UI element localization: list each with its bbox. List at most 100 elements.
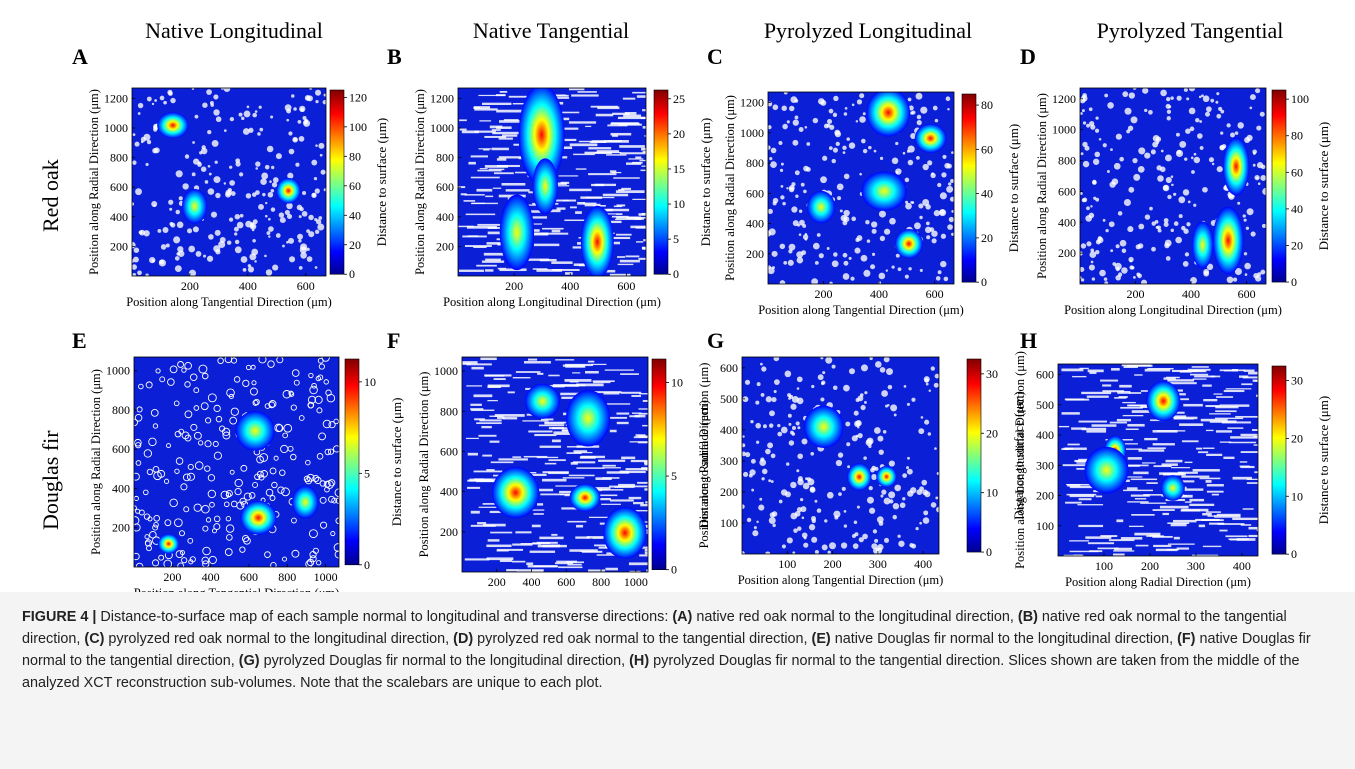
colorbar-tick-label: 120 [349,90,367,104]
colorbar-tick-label: 100 [1291,92,1309,106]
x-tick-label: 200 [505,279,523,293]
y-tick-label: 800 [436,151,454,165]
x-axis-label: Position along Tangential Direction (μm) [758,303,964,317]
caption-item-tag: (C) [84,631,105,647]
colorbar-label: Distance to surface (μm) [1006,124,1021,253]
caption-item-tag: (D) [453,631,474,647]
distance-map-image [462,357,648,572]
x-tick-label: 600 [557,575,575,589]
colorbar-tick-label: 5 [364,466,370,480]
caption-item-tag: (F) [1177,631,1196,647]
panel-letter: C [707,44,723,69]
colorbar [966,358,982,553]
colorbar-tick-label: 0 [1291,275,1297,289]
x-tick-label: 200 [163,570,181,584]
x-tick-label: 200 [488,575,506,589]
panel-letter: H [1020,328,1037,353]
y-tick-label: 600 [112,442,130,456]
x-tick-label: 400 [914,557,932,571]
panel-letter: B [387,44,402,69]
colorbar-tick-label: 40 [349,208,361,222]
colorbar-tick-label: 0 [364,558,370,572]
caption-item-text: pyrolyzed Douglas fir normal to the tang… [653,653,1005,669]
caption-item-text: pyrolyzed Douglas fir normal to the long… [263,653,626,669]
caption-item-tag: (B) [1017,609,1038,625]
colorbar-tick-label: 20 [1291,238,1303,252]
x-axis-label: Position along Tangential Direction (μm) [738,573,944,587]
caption-intro: Distance-to-surface map of each sample n… [100,609,669,625]
caption-item-text: native Douglas fir normal to the longitu… [834,631,1174,647]
y-tick-label: 200 [1058,246,1076,260]
y-tick-label: 1200 [104,91,128,105]
colorbar-tick-label: 10 [364,375,376,389]
x-tick-label: 200 [815,287,833,301]
caption-figure-label: FIGURE 4 | [22,609,97,625]
caption-item-tag: (G) [238,653,260,669]
caption-item-text: pyrolyzed red oak normal to the longitud… [108,631,450,647]
distance-map-image [134,357,339,567]
y-tick-label: 200 [112,521,130,535]
y-tick-label: 600 [746,186,764,200]
distance-map-image [742,357,939,554]
y-tick-label: 1200 [1052,92,1076,106]
distance-map-image [1058,364,1258,556]
colorbar-label: Distance to surface (μm) [1316,396,1331,525]
colorbar-tick-label: 60 [349,179,361,193]
y-axis-label: Position along Radial Direction (μm) [413,89,427,275]
x-tick-label: 300 [1187,559,1205,573]
y-axis-label: Position along Radial Direction (μm) [89,369,103,555]
y-tick-label: 400 [112,481,130,495]
colorbar-tick-label: 25 [673,92,685,106]
x-tick-label: 200 [1141,559,1159,573]
colorbar-tick-label: 100 [349,120,367,134]
x-tick-label: 600 [926,287,944,301]
y-tick-label: 800 [440,404,458,418]
y-tick-label: 200 [440,525,458,539]
x-tick-label: 400 [1182,287,1200,301]
y-tick-label: 800 [112,403,130,417]
colorbar-tick-label: 10 [986,486,998,500]
caption-item-tag: (H) [629,653,650,669]
y-tick-label: 300 [1036,458,1054,472]
y-tick-label: 600 [436,180,454,194]
colorbar [1271,365,1287,555]
y-axis-label: Position along Radial Direction (μm) [723,95,737,281]
distance-map-image [768,92,954,284]
x-tick-label: 600 [617,279,635,293]
colorbar-tick-label: 20 [981,231,993,245]
colorbar-tick-label: 10 [671,375,683,389]
column-heading-pyrolyzed-longitudinal: Pyrolyzed Longitudinal [763,18,973,43]
y-tick-label: 400 [1036,428,1054,442]
x-tick-label: 600 [297,279,315,293]
x-tick-label: 100 [778,557,796,571]
x-axis-label: Position along Radial Direction (μm) [1065,575,1251,589]
colorbar-label: Distance to surface (μm) [1316,122,1331,251]
colorbar-tick-label: 20 [349,238,361,252]
x-tick-label: 200 [181,279,199,293]
colorbar-tick-label: 40 [1291,202,1303,216]
colorbar-tick-label: 0 [981,275,987,289]
y-tick-label: 600 [440,444,458,458]
colorbar-tick-label: 30 [1291,373,1303,387]
colorbar [329,89,345,275]
colorbar-tick-label: 5 [673,232,679,246]
colorbar [961,93,977,283]
x-tick-label: 300 [869,557,887,571]
y-tick-label: 1000 [104,121,128,135]
panel-letter: E [72,328,87,353]
colorbar [651,358,667,570]
colorbar-tick-label: 20 [986,426,998,440]
colorbar-label: Distance to surface (μm) [698,118,713,247]
x-tick-label: 200 [1127,287,1145,301]
colorbar [653,89,669,275]
x-tick-label: 600 [240,570,258,584]
y-tick-label: 400 [1058,215,1076,229]
colorbar-label: Distance to surface (μm) [1011,391,1026,520]
colorbar-tick-label: 20 [1291,431,1303,445]
y-tick-label: 600 [720,361,738,375]
